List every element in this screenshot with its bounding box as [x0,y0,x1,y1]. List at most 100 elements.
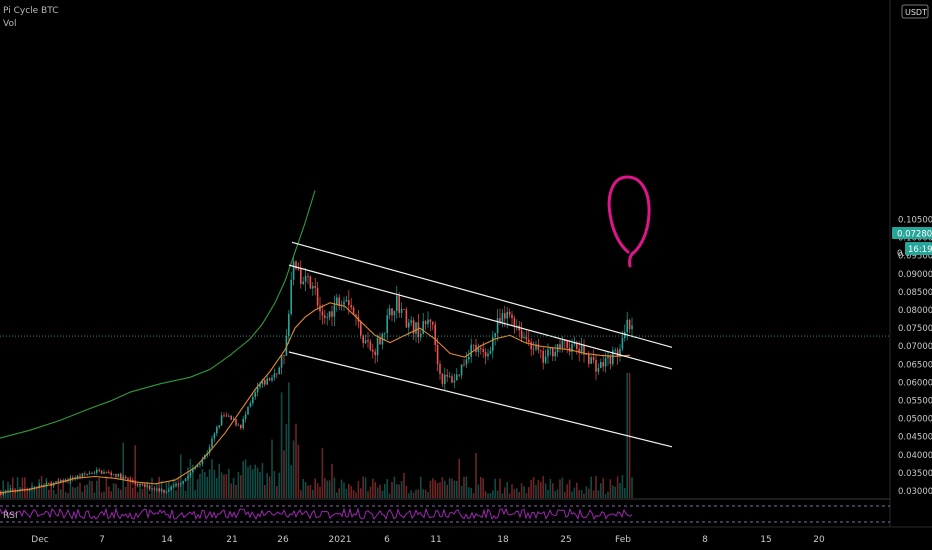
candle-body [624,332,626,338]
rsi-label[interactable]: RSI [3,511,18,521]
time-axis[interactable]: Dec 7 14 21 26 2021 6 11 18 25 Feb 8 15 20 [31,535,825,545]
channel-line[interactable] [288,264,673,370]
candle-body [122,476,124,480]
candle-body [592,357,595,361]
candle-body [360,321,362,336]
volume-bar [307,485,309,498]
candle-body [384,332,386,334]
volume-bar [69,480,72,498]
candle-body [57,481,60,483]
candle-body [417,322,420,338]
x-tick-label: Dec [31,535,48,545]
volume-bar [321,448,324,498]
volume-bar [410,490,412,498]
candle-body [280,354,283,368]
volume-bar [566,484,568,498]
volume-bar [324,477,326,498]
volume-bar [523,486,525,498]
candle-body [600,361,602,369]
candle-body [254,392,256,398]
volume-label[interactable]: Vol [3,19,16,29]
candle-body [240,424,242,429]
volume-bar [374,482,376,498]
volume-bar [268,476,271,498]
annotation-circle[interactable] [607,175,651,268]
candle-body [283,354,285,356]
volume-bar [158,476,160,498]
currency-badge[interactable]: USDT [905,8,927,17]
candle-body [98,469,100,471]
candle-body [336,297,338,305]
currency-badge-box[interactable] [901,4,929,19]
candle-body [55,481,57,483]
volume-bar [542,476,544,498]
volume-bar [105,476,108,498]
volume-bar [103,491,105,498]
volume-bars [0,373,633,498]
candle-body [244,414,247,419]
volume-bar [588,488,590,498]
volume-bar [112,483,115,498]
candle-body [175,483,177,487]
candle-body [583,345,585,355]
volume-bar [564,492,566,498]
candle-body [264,380,266,385]
candle-body [432,321,434,325]
volume-bar [19,489,21,498]
volume-bar [57,477,60,498]
channel-line[interactable] [291,241,673,348]
candle-body [259,384,261,388]
candle-body [84,473,86,475]
volume-bar [530,479,532,498]
volume-bar [38,479,40,498]
volume-bar [45,478,48,498]
volume-bar [424,489,427,498]
volume-bar [388,493,391,498]
volume-bar [182,480,184,498]
channel-lines[interactable] [288,241,673,448]
candle-body [561,340,564,349]
volume-bar [285,423,288,498]
candle-body [223,415,225,417]
candle-body [321,311,324,316]
volume-bar [110,491,112,498]
volume-bar [276,485,278,498]
volume-bar [266,473,268,498]
volume-bar [93,492,96,498]
volume-bar [544,483,547,498]
candle-body [400,308,403,313]
candle-body [412,320,415,334]
volume-bar [429,480,432,498]
volume-bar [528,487,530,498]
volume-bar [415,489,417,498]
candle-body [278,367,280,374]
candle-body [350,305,352,308]
candle-body [273,373,276,378]
volume-bar [108,486,110,498]
volume-bar [420,476,422,498]
volume-bar [621,475,624,498]
symbol-label[interactable]: Pi Cycle BTC [3,6,58,16]
x-tick-label: 14 [161,535,173,545]
volume-bar [271,439,273,498]
candle-body [124,476,127,479]
channel-line[interactable] [288,351,673,448]
candle-body [156,488,158,490]
volume-bar [484,491,487,498]
volume-bar [26,487,28,498]
volume-bar [434,480,436,498]
volume-bar [525,493,528,498]
volume-bar [81,491,84,498]
candle-body [96,469,98,473]
volume-bar [506,482,508,498]
ma-green-line [0,190,316,439]
candle-body [532,349,535,351]
volume-bar [576,482,578,498]
volume-bar [480,477,482,498]
